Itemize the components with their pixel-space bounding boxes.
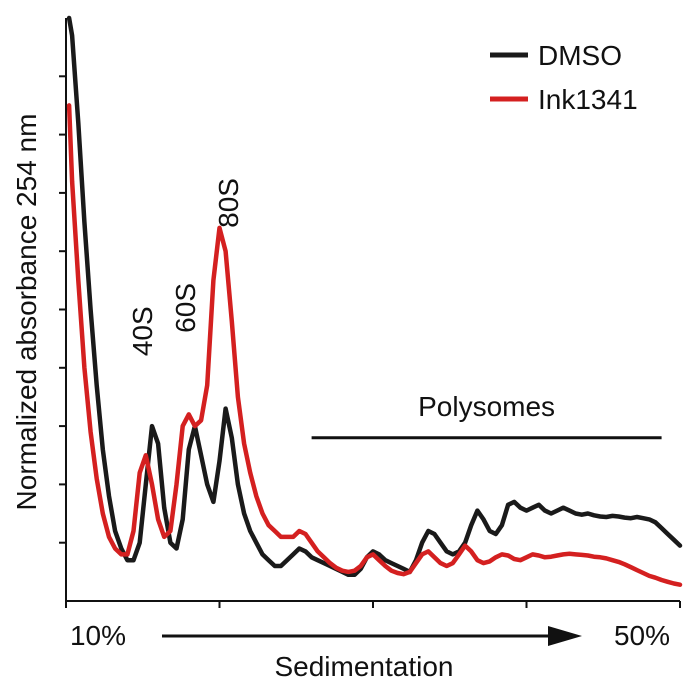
legend-label-ink1341: Ink1341 (538, 84, 638, 115)
legend-label-dmso: DMSO (538, 40, 622, 71)
x-end-label: 50% (614, 620, 670, 651)
sedimentation-arrow-head (548, 626, 582, 646)
x-start-label: 10% (70, 620, 126, 651)
peak-label-80s: 80S (213, 178, 244, 228)
x-axis-label: Sedimentation (274, 651, 453, 682)
peak-label-40s: 40S (127, 306, 158, 356)
legend: DMSO Ink1341 (490, 40, 638, 115)
peak-label-60s: 60S (170, 283, 201, 333)
y-axis-label: Normalized absorbance 254 nm (11, 114, 42, 511)
series-line-ink1341 (66, 103, 683, 587)
polysomes-label: Polysomes (418, 391, 555, 422)
